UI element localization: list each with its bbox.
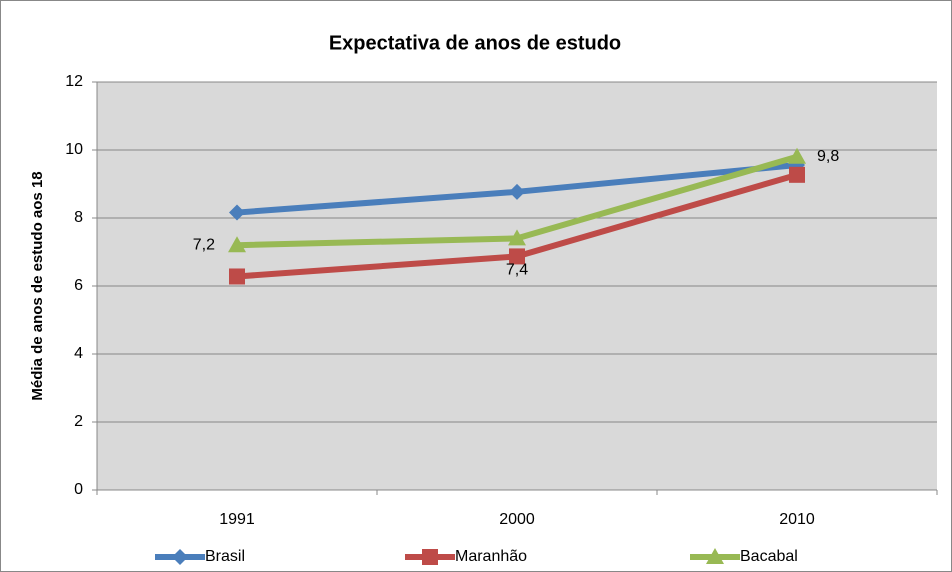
- x-tick-label: 2010: [779, 511, 815, 528]
- data-point: [509, 183, 525, 200]
- y-axis-label: Média de anos de estudo aos 18: [29, 171, 46, 400]
- y-tick-label: 12: [65, 73, 83, 90]
- legend-label: Maranhão: [455, 548, 527, 565]
- data-point: [789, 166, 805, 183]
- y-tick-label: 2: [74, 413, 83, 430]
- data-point: [229, 268, 245, 285]
- data-label: 9,8: [817, 148, 839, 165]
- x-tick-label: 1991: [219, 511, 255, 528]
- y-tick-label: 4: [74, 345, 83, 362]
- data-point: [229, 204, 245, 221]
- y-tick-label: 0: [74, 481, 83, 498]
- y-tick-label: 6: [74, 277, 83, 294]
- legend-marker: [422, 549, 438, 565]
- data-label: 7,2: [193, 236, 215, 253]
- data-label: 7,4: [506, 262, 528, 279]
- data-point: [508, 229, 526, 246]
- chart-title: Expectativa de anos de estudo: [329, 32, 621, 54]
- legend-label: Bacabal: [740, 548, 798, 565]
- data-point: [788, 147, 806, 164]
- x-tick-label: 2000: [499, 511, 535, 528]
- data-point: [509, 248, 525, 265]
- data-point: [228, 236, 246, 253]
- y-tick-label: 8: [74, 209, 83, 226]
- legend-marker: [172, 549, 188, 565]
- legend-marker: [706, 548, 724, 564]
- legend-label: Brasil: [205, 548, 245, 565]
- y-tick-label: 10: [65, 141, 83, 158]
